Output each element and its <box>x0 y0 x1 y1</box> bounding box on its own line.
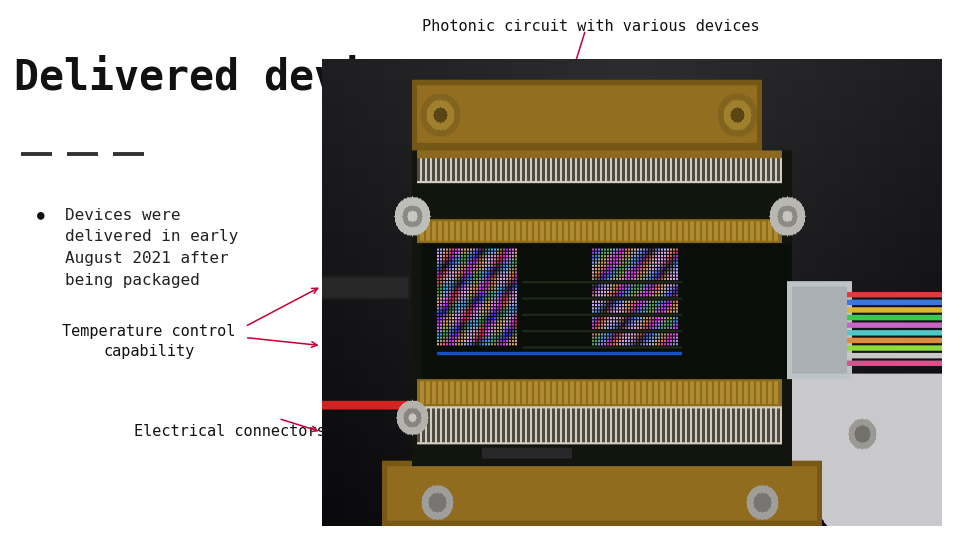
Text: Photonic circuit with various devices: Photonic circuit with various devices <box>421 19 759 34</box>
Text: ●: ● <box>36 208 44 221</box>
Text: Electrical connectors: Electrical connectors <box>134 424 326 439</box>
Text: Delivered device: Delivered device <box>14 57 415 99</box>
Text: Devices were
delivered in early
August 2021 after
being packaged: Devices were delivered in early August 2… <box>65 208 238 288</box>
Text: Arrayed Waveguide Grating
(AWG) spectrographs: Arrayed Waveguide Grating (AWG) spectrog… <box>332 78 561 113</box>
Text: Temperature control
capability: Temperature control capability <box>62 324 235 359</box>
Text: 48 optical fibers for
injecting/extracting light: 48 optical fibers for injecting/extracti… <box>692 78 930 113</box>
